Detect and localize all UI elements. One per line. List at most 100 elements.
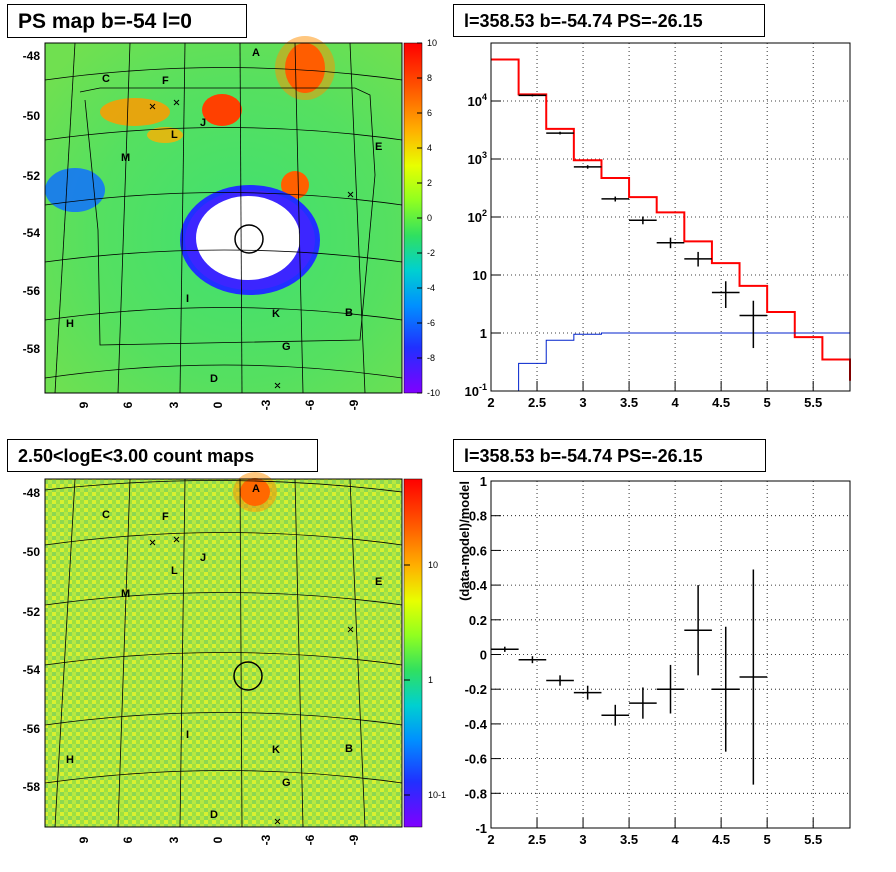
map-x-tick: 0 [211,401,225,408]
residual-y-tick: 0.6 [469,543,487,558]
cold-spot [45,168,105,212]
svg-text:L: L [171,129,178,141]
count-grid [44,478,403,828]
svg-text:B: B [345,307,353,319]
svg-text:J: J [200,117,206,129]
svg-text:L: L [171,565,178,577]
ps-colorbar-tick: 10 [427,38,437,48]
residual-y-tick: 0.8 [469,509,487,524]
map-x-tick: 6 [121,401,135,408]
svg-text:C: C [102,73,110,85]
spectrum-x-tick: 4.5 [712,395,730,410]
residual-frame [490,480,851,829]
residual-x-tick: 5.5 [804,832,822,847]
count-map-background [45,479,402,827]
map-x-tick: -3 [259,834,273,845]
svg-text:H: H [66,754,74,766]
svg-text:A: A [252,47,260,59]
svg-text:M: M [121,588,130,600]
ps-colorbar-tick: -10 [427,388,440,398]
svg-text:A: A [252,483,260,495]
residual-y-tick: 1 [480,474,487,489]
residual-x-tick: 5 [764,832,771,847]
excluded-core [196,196,300,280]
spectrum-y-tick: 103 [468,150,487,167]
svg-text:F: F [162,511,169,523]
ps-colorbar-tick: 6 [427,108,432,118]
map-y-tick: -56 [23,284,41,298]
residual-y-tick: 0.2 [469,613,487,628]
ps-colorbar-tick: 8 [427,73,432,83]
svg-text:G: G [282,777,291,789]
residual-y-tick: -1 [475,821,487,836]
map-x-tick: 3 [167,401,181,408]
residual-x-tick: 4 [671,832,679,847]
residual-y-tick: -0.6 [465,752,487,767]
map-x-tick: 6 [121,836,135,843]
map-y-tick: -58 [23,780,41,794]
count-colorbar [403,478,423,828]
svg-text:B: B [345,743,353,755]
residual-plot: 2 2.5 3 3.5 4 4.5 5 5.5 1 0.8 0.6 0.4 0.2 0 -0.2 -0.4 -0… [457,474,851,847]
residual-x-tick: 2.5 [528,832,546,847]
svg-text:G: G [282,341,291,353]
map-x-tick: 9 [77,836,91,843]
svg-text:M: M [121,152,130,164]
map-x-tick: -6 [303,834,317,845]
map-y-tick: -58 [23,342,41,356]
map-x-tick: 3 [167,836,181,843]
spectrum-frame [490,42,851,392]
map-y-tick: -50 [23,109,41,123]
spectrum-x-tick: 3 [579,395,586,410]
map-y-tick: -52 [23,169,41,183]
ps-colorbar-tick: 0 [427,213,432,223]
ps-grid [44,42,403,394]
count-colorbar-tick-10: 10 [428,560,438,570]
svg-text:J: J [200,552,206,564]
map-y-tick: -54 [23,226,41,240]
count-map-title: 2.50<logE<3.00 count maps [7,439,318,472]
residual-y-tick: -0.8 [465,786,487,801]
svg-text:K: K [272,308,280,320]
ps-map-panel: A B C D E F G H I J K L M 10 8 6 4 2 0 -2 -4 -6 -8 -10 [44,36,440,398]
residual-title: l=358.53 b=-54.74 PS=-26.15 [453,439,766,472]
spectrum-y-tick: 10-1 [465,382,487,399]
svg-text:E: E [375,576,382,588]
residual-y-tick: 0.4 [469,578,488,593]
spectrum-plot: 2 2.5 3 3.5 4 4.5 5 5.5 10-1 1 10 102 103 104 [465,42,851,410]
spectrum-x-tick: 2.5 [528,395,546,410]
count-colorbar-tick-1: 1 [428,675,433,685]
residual-x-tick: 3 [579,832,586,847]
residual-y-tick: -0.2 [465,682,487,697]
ps-colorbar-tick: -6 [427,318,435,328]
map-y-tick: -52 [23,605,41,619]
spectrum-y-tick: 102 [468,208,487,225]
spectrum-x-tick: 2 [487,395,494,410]
svg-text:I: I [186,293,189,305]
ps-map-title: PS map b=-54 l=0 [7,4,247,38]
hotspot-j [202,94,242,126]
spectrum-series-0 [491,58,851,381]
svg-text:F: F [162,75,169,87]
map-x-tick: 0 [211,836,225,843]
residual-ylabel: (data-model)/model [457,481,472,601]
spectrum-x-tick: 5.5 [804,395,822,410]
residual-y-tick: -0.4 [465,717,488,732]
spectrum-title: l=358.53 b=-54.74 PS=-26.15 [453,4,765,37]
svg-text:K: K [272,744,280,756]
count-colorbar-tick-01: 10-1 [428,790,446,800]
ps-colorbar-tick: 4 [427,143,432,153]
ps-colorbar-tick: 2 [427,178,432,188]
target-circle [234,224,264,254]
map-x-tick: 9 [77,401,91,408]
spectrum-x-tick: 5 [764,395,771,410]
svg-text:H: H [66,318,74,330]
count-map-panel: A B C D E F G H I J K L M 10 1 10-1 [44,472,446,828]
svg-text:E: E [375,141,382,153]
svg-text:D: D [210,373,218,385]
map-x-tick: -9 [347,834,361,845]
map-y-tick: -56 [23,722,41,736]
ps-colorbar-tick: -2 [427,248,435,258]
map-y-tick: -54 [23,663,41,677]
